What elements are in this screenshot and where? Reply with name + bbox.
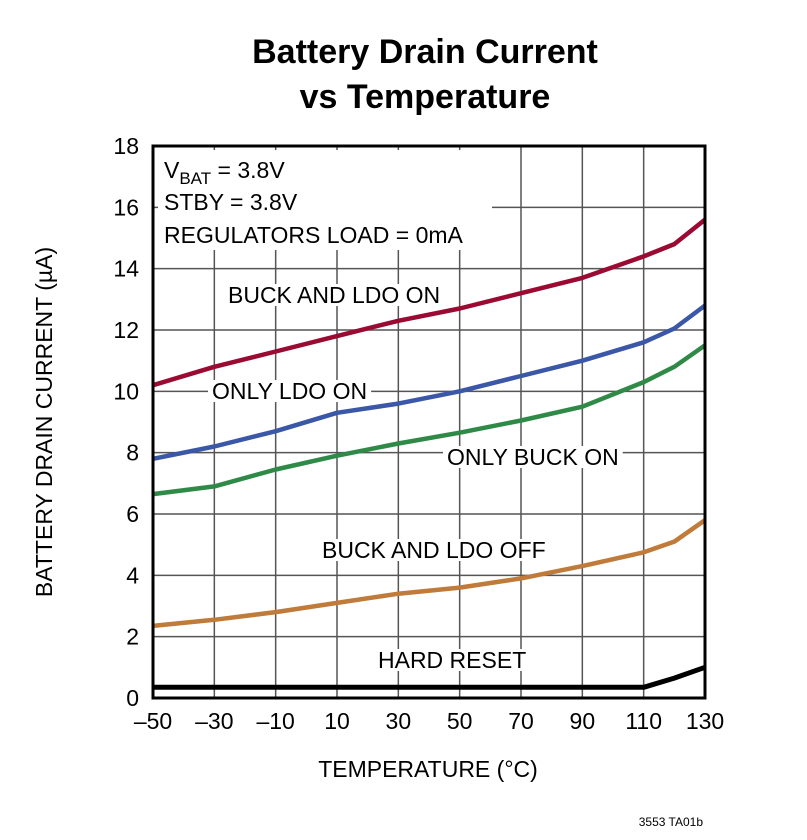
conditions-box: VBAT = 3.8V STBY = 3.8V REGULATORS LOAD … [158, 150, 492, 250]
series-label-background [224, 284, 445, 306]
x-tick-label: 110 [625, 708, 662, 734]
series-lines [152, 217, 707, 690]
y-tick-label: 0 [126, 685, 139, 711]
y-tick-label: 16 [113, 194, 139, 220]
vbat-condition: VBAT = 3.8V [164, 157, 285, 188]
series-label-background [208, 380, 372, 402]
series-line-only-ldo-on [152, 303, 707, 462]
series-line-buck-and-ldo-on [152, 217, 707, 388]
x-tick-label: 70 [508, 708, 534, 734]
y-tick-label: 12 [113, 317, 139, 343]
footnote: 3553 TA01b [639, 815, 704, 829]
chart-title-line-2: vs Temperature [300, 78, 551, 116]
y-tick-label: 18 [113, 133, 139, 159]
load-condition: REGULATORS LOAD = 0mA [164, 222, 464, 248]
y-tick-label: 10 [113, 378, 139, 404]
y-tick-label: 2 [126, 624, 139, 650]
y-axis-label: BATTERY DRAIN CURRENT (µA) [31, 247, 57, 597]
x-tick-label: –30 [195, 708, 233, 734]
x-tick-label: –50 [134, 708, 172, 734]
tick-labels: –50 –30 –10 10 30 50 70 90 110 130 0 2 4 6 8 10 12 14 16 18 [113, 133, 724, 734]
y-tick-label: 6 [126, 501, 139, 527]
y-tick-label: 14 [113, 256, 139, 282]
series-label: ONLY BUCK ON [447, 444, 619, 470]
x-tick-label: 30 [386, 708, 412, 734]
x-tick-label: –10 [256, 708, 294, 734]
series-line-hard-reset [153, 664, 706, 690]
x-tick-label: 10 [324, 708, 350, 734]
plot-frame [151, 144, 707, 700]
series-label: BUCK AND LDO ON [228, 282, 440, 308]
series-label-background [443, 446, 623, 468]
x-tick-label: 130 [686, 708, 724, 734]
series-line-only-buck-on [152, 343, 707, 497]
x-tick-label: 50 [447, 708, 473, 734]
series-label: BUCK AND LDO OFF [322, 537, 546, 563]
series-label: HARD RESET [378, 647, 526, 673]
series-label-background [374, 649, 531, 671]
stby-condition: STBY = 3.8V [164, 189, 298, 215]
x-axis-label: TEMPERATURE (°C) [318, 756, 538, 782]
chart-title-line-1: Battery Drain Current [252, 33, 598, 71]
series-label: ONLY LDO ON [212, 378, 367, 404]
x-tick-label: 90 [570, 708, 596, 734]
series-labels: BUCK AND LDO ON ONLY LDO ON ONLY BUCK ON BU… [208, 282, 623, 673]
y-tick-label: 8 [126, 440, 139, 466]
series-line-buck-and-ldo-off [152, 518, 707, 629]
y-tick-label: 4 [126, 562, 139, 588]
series-label-background [318, 539, 550, 561]
